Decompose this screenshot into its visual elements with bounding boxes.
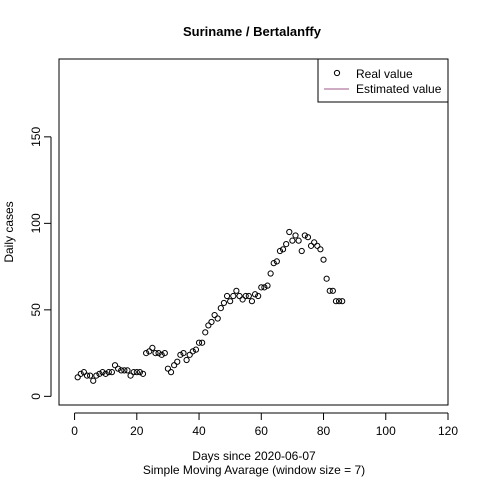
x-tick-label: 80 [317,424,331,438]
legend-estimated-value-label: Estimated value [356,82,442,96]
x-tick-label: 60 [255,424,269,438]
y-tick-label: 150 [29,127,43,147]
legend: Real value Estimated value [318,59,448,102]
x-tick-label: 0 [71,424,78,438]
x-tick-label: 120 [438,424,458,438]
y-tick-label: 0 [29,393,43,400]
x-tick-label: 100 [376,424,396,438]
y-tick-label: 50 [29,303,43,317]
x-tick-label: 40 [192,424,206,438]
x-axis-sublabel: Simple Moving Avarage (window size = 7) [143,463,365,477]
chart-title: Suriname / Bertalanffy [183,24,322,39]
x-tick-label: 20 [130,424,144,438]
legend-real-value-label: Real value [356,67,413,81]
y-tick-label: 100 [29,213,43,233]
y-axis-label: Daily cases [2,201,16,262]
x-axis-label: Days since 2020-06-07 [192,449,316,463]
